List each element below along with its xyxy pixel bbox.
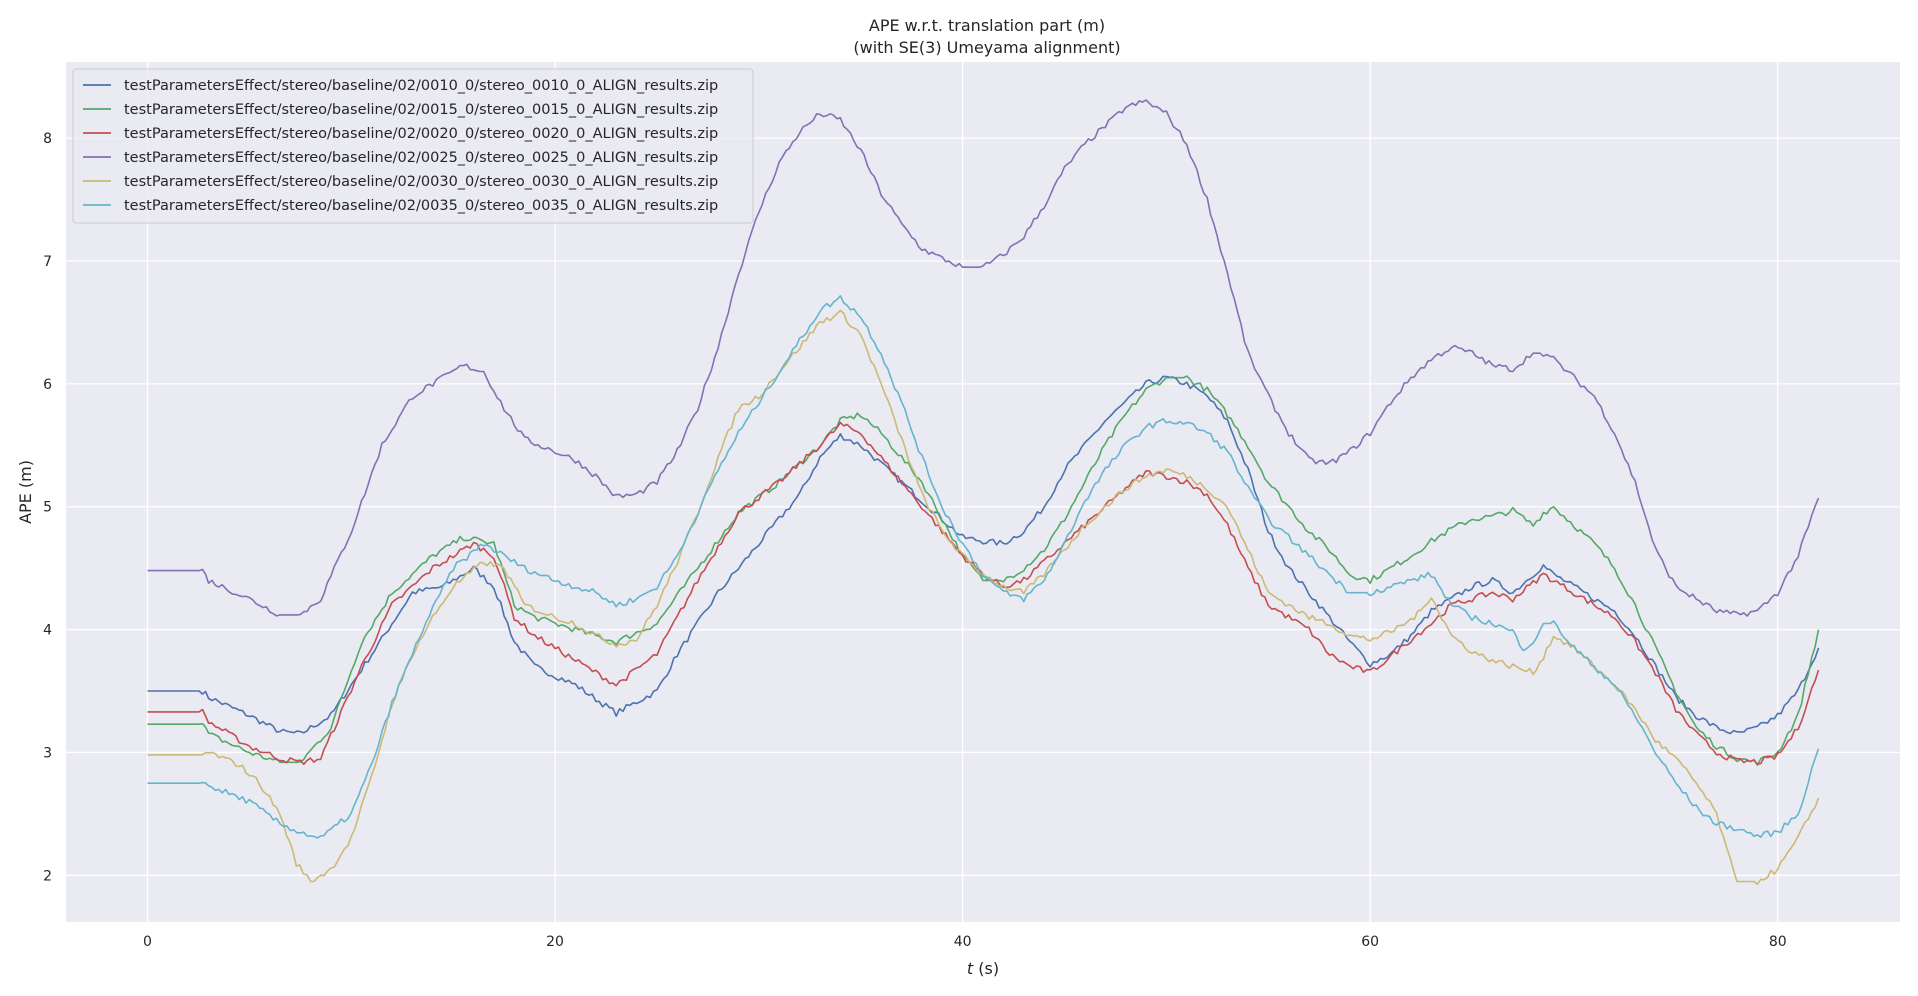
chart-title: APE w.r.t. translation part (m) [869,16,1105,35]
legend-box [72,68,754,224]
y-tick-label: 4 [43,623,52,639]
series-line-5 [147,309,1820,886]
grid-lines [66,62,1900,922]
x-tick-label: 0 [143,934,152,950]
chart-subtitle: (with SE(3) Umeyama alignment) [853,38,1120,57]
legend-entry: testParametersEffect/stereo/baseline/02/… [124,150,718,166]
y-tick-label: 3 [43,745,52,761]
series-line-1 [147,375,1820,735]
y-axis-label: APE (m) [16,460,35,524]
x-axis-label: t (s) [967,959,999,978]
legend-entry: testParametersEffect/stereo/baseline/02/… [124,102,718,118]
y-tick-label: 8 [43,131,52,147]
legend-entry: testParametersEffect/stereo/baseline/02/… [124,78,718,94]
legend-entry: testParametersEffect/stereo/baseline/02/… [124,126,718,142]
y-tick-label: 2 [43,868,52,884]
x-axis-unit: (s) [973,959,999,978]
series-line-2 [147,375,1820,766]
x-tick-label: 80 [1769,934,1787,950]
y-tick-label: 6 [43,377,52,393]
series-lines [147,99,1820,886]
legend: testParametersEffect/stereo/baseline/02/… [72,68,754,224]
x-axis-variable: t [967,959,974,978]
x-tick-label: 40 [954,934,972,950]
y-tick-label: 7 [43,254,52,270]
legend-entry: testParametersEffect/stereo/baseline/02/… [124,198,718,214]
y-tick-label: 5 [43,500,52,516]
legend-entry: testParametersEffect/stereo/baseline/02/… [124,174,718,190]
tick-labels: 0 20 40 60 80 2 3 4 5 6 7 8 [43,131,1787,950]
series-line-6 [147,294,1820,839]
series-line-4 [147,99,1820,617]
x-tick-label: 20 [546,934,564,950]
x-tick-label: 60 [1361,934,1379,950]
